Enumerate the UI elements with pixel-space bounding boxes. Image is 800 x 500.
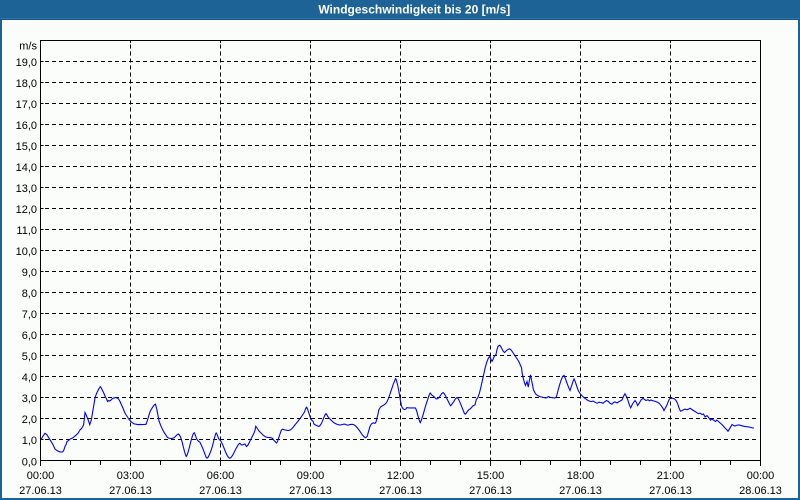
svg-text:2,0: 2,0 (22, 414, 37, 426)
svg-text:12:00: 12:00 (387, 470, 415, 482)
svg-text:14,0: 14,0 (16, 162, 37, 174)
svg-text:11,0: 11,0 (16, 225, 37, 237)
svg-text:5,0: 5,0 (22, 351, 37, 363)
svg-text:27.06.13: 27.06.13 (649, 485, 692, 497)
svg-text:28.06.13: 28.06.13 (739, 485, 782, 497)
svg-text:15:00: 15:00 (477, 470, 505, 482)
svg-text:16,0: 16,0 (16, 120, 37, 132)
svg-text:3,0: 3,0 (22, 393, 37, 405)
svg-text:27.06.13: 27.06.13 (469, 485, 512, 497)
svg-text:27.06.13: 27.06.13 (379, 485, 422, 497)
svg-text:7,0: 7,0 (22, 309, 37, 321)
svg-text:17,0: 17,0 (16, 99, 37, 111)
svg-text:27.06.13: 27.06.13 (109, 485, 152, 497)
svg-text:27.06.13: 27.06.13 (19, 485, 62, 497)
svg-text:18,0: 18,0 (16, 78, 37, 90)
svg-text:0,0: 0,0 (22, 457, 37, 469)
svg-text:m/s: m/s (19, 41, 37, 53)
svg-text:00:00: 00:00 (27, 470, 55, 482)
svg-text:10,0: 10,0 (16, 246, 37, 258)
svg-text:27.06.13: 27.06.13 (559, 485, 602, 497)
svg-text:27.06.13: 27.06.13 (289, 485, 332, 497)
svg-text:03:00: 03:00 (117, 470, 145, 482)
svg-text:8,0: 8,0 (22, 288, 37, 300)
svg-text:6,0: 6,0 (22, 330, 37, 342)
svg-text:13,0: 13,0 (16, 183, 37, 195)
svg-text:9,0: 9,0 (22, 267, 37, 279)
svg-text:12,0: 12,0 (16, 204, 37, 216)
svg-text:27.06.13: 27.06.13 (199, 485, 242, 497)
svg-text:19,0: 19,0 (16, 57, 37, 69)
svg-text:4,0: 4,0 (22, 372, 37, 384)
svg-text:09:00: 09:00 (297, 470, 325, 482)
svg-text:06:00: 06:00 (207, 470, 235, 482)
svg-text:1,0: 1,0 (22, 435, 37, 447)
svg-text:00:00: 00:00 (747, 470, 775, 482)
svg-text:18:00: 18:00 (567, 470, 595, 482)
svg-text:21:00: 21:00 (657, 470, 685, 482)
svg-text:15,0: 15,0 (16, 141, 37, 153)
svg-text:Windgeschwindigkeit bis 20 [m/: Windgeschwindigkeit bis 20 [m/s] (318, 2, 510, 16)
